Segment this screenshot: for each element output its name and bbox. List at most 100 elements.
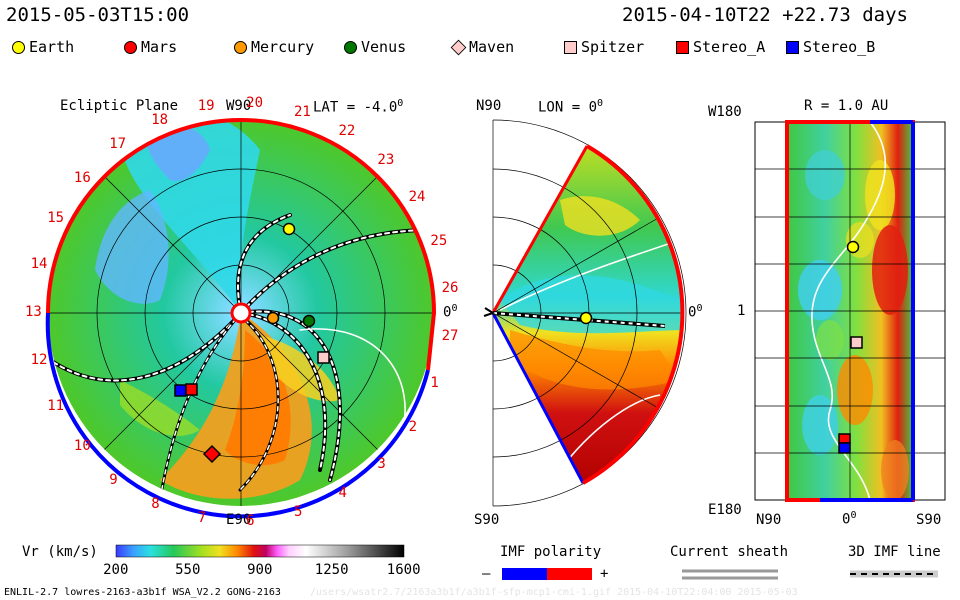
meridional-lon-label: LON = 00 xyxy=(538,98,604,116)
imf-positive-bar xyxy=(547,568,592,580)
legend-swatch xyxy=(786,40,799,54)
legend-label: Mercury xyxy=(251,38,315,56)
footer-faint-text: /users/wsatr2.7/2163a3b1f/a3b1f-sfp-mcp1… xyxy=(310,587,798,598)
legend-item-earth: Earth xyxy=(12,38,74,56)
legend-label: Maven xyxy=(469,38,515,56)
carrington-tick-label: 15 xyxy=(47,210,65,227)
spitzer-radial-marker xyxy=(850,336,863,349)
imf-line-label: 3D IMF line xyxy=(848,544,941,560)
legend-label: Mars xyxy=(141,38,178,56)
venus-marker xyxy=(302,314,316,328)
carrington-tick-label: 17 xyxy=(109,136,127,153)
legend-item-maven: Maven xyxy=(450,38,515,56)
ecliptic-top-label: W90 xyxy=(226,98,252,114)
colorbar-label: Vr (km/s) xyxy=(22,544,98,560)
carrington-tick-label: 4 xyxy=(338,484,347,501)
carrington-tick-label: 5 xyxy=(293,504,303,521)
ecliptic-bottom-label: E90 xyxy=(226,512,252,528)
colorbar-tick-label: 200 xyxy=(103,562,129,578)
mars-marker xyxy=(202,444,222,464)
legend-item-stereo-a: Stereo_A xyxy=(676,38,765,56)
ecliptic-lat-label: LAT = -4.00 xyxy=(313,98,404,116)
legend-item-mercury: Mercury xyxy=(234,38,314,56)
radial-top-left-label: W180 xyxy=(708,104,742,120)
carrington-tick-label: 2 xyxy=(408,418,418,435)
carrington-tick-label: 11 xyxy=(47,397,65,414)
imf-negative-bar xyxy=(502,568,547,580)
earth-meridional-marker xyxy=(579,311,593,325)
mercury-marker xyxy=(266,311,280,325)
radial-x-right-label: S90 xyxy=(916,512,942,528)
carrington-tick-label: 22 xyxy=(338,123,356,139)
carrington-tick-label: 24 xyxy=(408,189,426,206)
carrington-tick-label: 9 xyxy=(109,471,118,488)
earth-marker xyxy=(282,222,296,236)
carrington-tick-label: 23 xyxy=(377,151,395,168)
legend-label: Spitzer xyxy=(581,38,645,56)
sun-marker xyxy=(230,302,252,324)
ecliptic-right-label: 00 xyxy=(443,303,458,321)
radial-bottom-left-label: E180 xyxy=(708,502,742,518)
carrington-tick-label: 8 xyxy=(151,495,160,512)
imf-polarity-label: IMF polarity xyxy=(500,544,602,560)
colorbar-tick-label: 1600 xyxy=(386,562,421,578)
radial-title: R = 1.0 AU xyxy=(804,98,889,114)
current-sheath-label: Current sheath xyxy=(670,544,789,560)
carrington-tick-label: 27 xyxy=(441,328,459,345)
legend-label: Earth xyxy=(29,38,75,56)
legend-swatch xyxy=(12,40,25,54)
legend-item-venus: Venus xyxy=(344,38,406,56)
legend-swatch xyxy=(124,40,137,54)
legend-label: Venus xyxy=(361,38,407,56)
colorbar-tick-label: 1250 xyxy=(314,562,349,578)
imf-minus-label: – xyxy=(482,566,491,582)
carrington-tick-label: 7 xyxy=(197,509,207,526)
meridional-panel xyxy=(483,119,687,507)
radial-x-mid-label: 00 xyxy=(842,510,857,528)
carrington-tick-label: 26 xyxy=(441,279,459,296)
imf-plus-label: + xyxy=(600,566,609,582)
radial-mid-left-label: 1 xyxy=(737,303,746,319)
legend-item-spitzer: Spitzer xyxy=(564,38,644,56)
spitzer-marker xyxy=(317,351,330,364)
legend-item-stereo-b: Stereo_B xyxy=(786,38,875,56)
carrington-tick-label: 13 xyxy=(25,304,42,320)
stereo-a-marker xyxy=(185,383,198,396)
carrington-tick-label: 25 xyxy=(430,232,448,249)
legend-label: Stereo_B xyxy=(803,38,876,56)
legend-label: Stereo_A xyxy=(693,38,766,56)
carrington-tick-label: 20 xyxy=(246,95,263,112)
carrington-tick-label: 6 xyxy=(246,512,255,529)
carrington-tick-label: 1 xyxy=(430,375,439,392)
model-info: ENLIL-2.7 lowres-2163-a3b1f WSA_V2.2 GON… xyxy=(4,587,281,598)
meridional-right-label: 00 xyxy=(688,303,703,321)
legend-swatch xyxy=(564,40,577,54)
carrington-tick-label: 18 xyxy=(151,112,169,129)
meridional-bottom-label: S90 xyxy=(474,512,500,528)
carrington-tick-label: 3 xyxy=(377,456,386,473)
legend-swatch xyxy=(344,40,357,54)
carrington-tick-label: 14 xyxy=(30,255,48,272)
stereo-b-radial-marker xyxy=(838,442,851,454)
colorbar xyxy=(115,544,405,558)
meridional-top-label: N90 xyxy=(476,98,502,114)
legend-item-mars: Mars xyxy=(124,38,177,56)
stereo-b-marker xyxy=(174,384,187,397)
ecliptic-panel xyxy=(45,118,437,519)
radial-panel xyxy=(754,120,946,502)
legend-swatch xyxy=(676,40,689,54)
stereo-a-radial-marker xyxy=(838,433,851,444)
carrington-tick-label: 19 xyxy=(197,98,215,115)
ecliptic-title: Ecliptic Plane xyxy=(60,98,179,114)
carrington-tick-label: 21 xyxy=(293,103,311,120)
legend-swatch xyxy=(234,40,247,54)
current-sheath-swatch xyxy=(682,569,778,580)
radial-x-left-label: N90 xyxy=(756,512,782,528)
carrington-tick-label: 10 xyxy=(73,438,91,455)
colorbar-tick-label: 900 xyxy=(247,562,273,578)
colorbar-tick-label: 550 xyxy=(175,562,201,578)
carrington-tick-label: 16 xyxy=(73,169,91,186)
earth-radial-marker xyxy=(846,240,860,254)
carrington-tick-label: 12 xyxy=(30,352,48,369)
